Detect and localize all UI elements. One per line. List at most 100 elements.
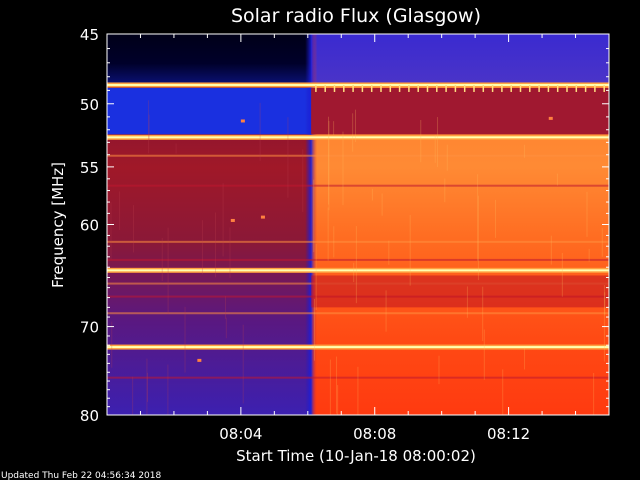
noise-streak <box>146 372 148 402</box>
noise-streak <box>302 149 304 212</box>
noise-streak <box>354 109 356 143</box>
noise-streak <box>146 358 148 415</box>
noise-streak <box>438 355 440 385</box>
noise-streak <box>483 329 485 380</box>
noise-streak <box>132 376 134 415</box>
top-band-before <box>107 34 312 83</box>
noise-streak <box>222 183 224 257</box>
noise-streak <box>494 199 496 238</box>
comb-tick <box>417 84 419 92</box>
comb-tick <box>389 84 392 92</box>
noise-streak <box>482 286 484 342</box>
noise-streak <box>328 120 330 211</box>
noise-streak <box>333 226 335 258</box>
noise-streak <box>420 119 422 163</box>
noise-streak <box>336 356 338 414</box>
noise-streak <box>385 290 387 332</box>
striation-0 <box>107 154 609 157</box>
noise-streak <box>184 306 186 373</box>
noise-streak <box>110 202 112 260</box>
interference-band-core-0 <box>107 83 609 86</box>
interference-band-core-3 <box>107 346 609 349</box>
comb-tick <box>436 84 438 92</box>
noise-streak <box>225 317 227 339</box>
comb-tick <box>482 84 485 92</box>
noise-streak <box>477 195 479 281</box>
noise-streak <box>409 214 411 286</box>
comb-tick <box>370 84 373 92</box>
noise-streak <box>201 220 203 275</box>
noise-streak <box>329 359 331 415</box>
x-tick-label: 08:08 <box>353 425 396 443</box>
comb-tick <box>538 84 540 92</box>
comb-tick <box>398 84 401 92</box>
comb-tick <box>575 84 578 92</box>
blue-band-below-interference <box>107 87 312 135</box>
y-tick-label: 70 <box>80 319 99 337</box>
noise-streak <box>229 227 231 278</box>
comb-tick <box>501 84 503 92</box>
comb-tick <box>491 84 494 92</box>
noise-streak <box>328 116 330 205</box>
noise-streak <box>175 143 177 154</box>
spectrogram-plot-area <box>107 34 609 415</box>
dark-mid-band <box>311 275 609 308</box>
noise-streak <box>550 235 552 265</box>
noise-streak <box>315 243 317 311</box>
noise-streak <box>357 366 359 415</box>
burst-spot <box>240 119 245 123</box>
striation-2 <box>107 240 609 243</box>
comb-tick <box>473 84 475 92</box>
noise-streak <box>466 286 468 318</box>
noise-streak <box>352 113 354 152</box>
noise-streak <box>593 372 595 415</box>
noise-streak <box>355 226 357 304</box>
x-tick-label: 08:12 <box>487 425 530 443</box>
y-axis-ticks: 45 50 55 60 70 80 <box>80 26 609 425</box>
comb-tick <box>352 84 354 92</box>
noise-streak <box>561 252 563 297</box>
noise-streak <box>148 100 150 154</box>
striation-7 <box>107 376 609 379</box>
y-tick-label: 50 <box>80 96 99 114</box>
burst-spot <box>230 218 235 222</box>
noise-streaks <box>110 100 606 415</box>
noise-streak <box>161 237 163 282</box>
noise-streak <box>242 324 244 404</box>
x-axis-label: Start Time (10-Jan-18 08:00:02) <box>236 447 476 465</box>
comb-tick <box>361 84 364 92</box>
top-band-after <box>311 34 609 83</box>
comb-tick <box>584 84 587 92</box>
comb-tick <box>463 84 466 92</box>
noise-streak <box>603 285 605 362</box>
comb-tick <box>566 84 568 92</box>
noise-streak <box>371 188 373 201</box>
noise-streak <box>337 385 339 415</box>
comb-tick <box>445 84 447 92</box>
noise-streak <box>132 205 134 253</box>
y-axis-label: Frequency [MHz] <box>49 162 67 288</box>
updated-note: Updated Thu Feb 22 04:56:34 2018 <box>1 471 162 480</box>
noise-streak <box>381 193 383 216</box>
comb-tick <box>454 84 457 92</box>
x-tick-label: 08:04 <box>219 425 262 443</box>
noise-streak <box>523 144 525 158</box>
noise-streak <box>111 321 113 368</box>
noise-streak <box>444 178 446 203</box>
noise-streak <box>353 262 355 283</box>
comb-tick <box>315 84 317 92</box>
noise-streak <box>477 174 479 261</box>
noise-streak <box>327 207 329 261</box>
comb-tick <box>547 84 550 92</box>
noise-streak <box>215 212 217 278</box>
horizontal-bands <box>107 82 609 379</box>
chart-title: Solar radio Flux (Glasgow) <box>231 5 481 27</box>
comb-tick <box>426 84 429 92</box>
y-tick-label: 55 <box>80 159 99 177</box>
noise-streak <box>287 117 289 198</box>
noise-streak <box>119 191 121 231</box>
x-axis-ticks: 08:04 08:08 08:12 <box>139 34 577 443</box>
band-after-blue-region <box>311 87 609 135</box>
noise-streak <box>434 134 436 163</box>
